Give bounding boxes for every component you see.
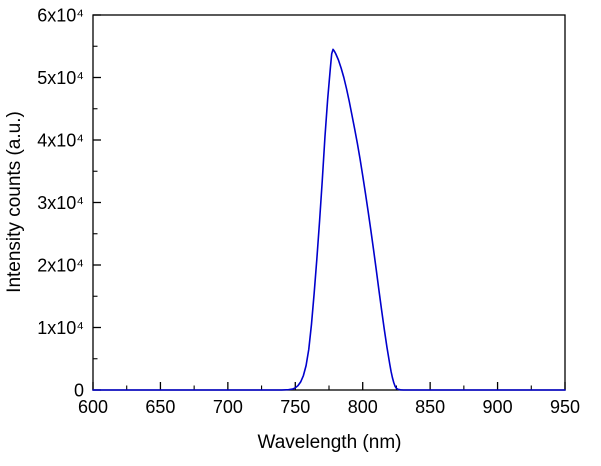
x-tick-label: 600 (78, 397, 108, 417)
y-axis-title: Intensity counts (a.u.) (4, 111, 25, 293)
axes-frame (92, 14, 566, 391)
y-tick-label: 2x10⁴ (37, 256, 84, 276)
x-tick-label: 850 (415, 397, 445, 417)
spectrum-line (92, 48, 566, 391)
x-axis-title: Wavelength (nm) (257, 432, 402, 453)
y-tick-label: 4x10⁴ (37, 131, 84, 151)
x-tick-label: 650 (145, 397, 175, 417)
y-tick-label: 3x10⁴ (37, 193, 84, 213)
y-tick-label: 1x10⁴ (37, 318, 84, 338)
y-tick-label: 0 (74, 381, 84, 401)
y-tick-label: 6x10⁴ (37, 6, 84, 26)
x-tick-label: 950 (550, 397, 580, 417)
x-tick-label: 700 (213, 397, 243, 417)
y-tick-label: 5x10⁴ (37, 68, 84, 88)
x-tick-label: 750 (280, 397, 310, 417)
x-tick-label: 800 (348, 397, 378, 417)
x-tick-label: 900 (483, 397, 513, 417)
